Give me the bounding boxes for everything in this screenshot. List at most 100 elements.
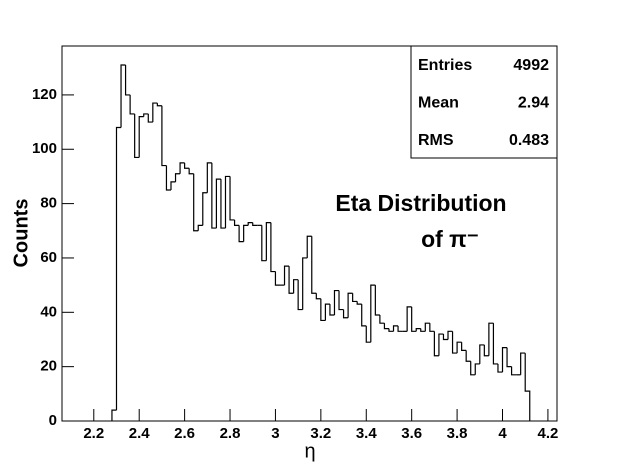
histogram-bin: [120, 64, 126, 128]
histogram-bin: [365, 325, 371, 343]
histogram-bin: [288, 266, 294, 294]
histogram-bin: [138, 116, 144, 158]
histogram-bin: [174, 173, 181, 182]
histogram-bin: [474, 363, 480, 375]
histogram-bin: [470, 361, 476, 376]
histogram-bin: [356, 301, 362, 305]
y-tick-label: 60: [40, 249, 57, 266]
histogram-bin: [510, 366, 517, 376]
histogram-bin: [179, 162, 185, 174]
y-tick-label: 120: [32, 86, 57, 103]
histogram-bin: [479, 344, 485, 364]
histogram-bin: [152, 102, 158, 123]
histogram-bin: [302, 257, 308, 310]
histogram-bin: [406, 306, 412, 332]
histogram-bin: [311, 236, 317, 294]
histogram-bin: [124, 65, 131, 96]
histogram-bin: [293, 279, 299, 294]
histogram-bin: [188, 168, 194, 175]
histogram-bin: [143, 113, 149, 117]
histogram-bin: [483, 344, 489, 357]
histogram-bin: [361, 304, 367, 327]
histogram-bin: [238, 225, 244, 243]
histogram-bin: [229, 176, 235, 221]
stats-value: 2.94: [518, 95, 549, 112]
stats-label: Entries: [418, 57, 472, 74]
histogram-bin: [274, 271, 280, 286]
histogram-bin: [342, 309, 349, 319]
histogram-bin: [465, 350, 471, 362]
histogram-bin: [347, 292, 353, 318]
stats-label: RMS: [418, 132, 454, 149]
histogram-bin: [165, 165, 171, 191]
y-tick-label: 100: [32, 140, 57, 157]
title-line: Eta Distribution: [335, 190, 506, 216]
histogram-bin: [252, 222, 258, 226]
y-axis-label: Counts: [10, 199, 32, 268]
y-tick-label: 80: [40, 195, 57, 212]
histogram-bin: [438, 333, 444, 356]
histogram-bin: [352, 293, 358, 303]
histogram-bin: [193, 173, 199, 232]
histogram-bin: [429, 323, 435, 332]
x-tick-label: 2.2: [83, 425, 104, 442]
histogram-bin: [134, 113, 140, 159]
histogram-bin: [156, 103, 162, 107]
histogram-bin: [420, 328, 426, 332]
x-axis-label: η: [304, 440, 315, 462]
histogram-bin: [211, 162, 217, 229]
histogram-bin: [461, 342, 467, 351]
histogram-bin: [283, 265, 290, 286]
histogram-bin: [233, 219, 240, 226]
histogram-bin: [524, 353, 531, 421]
x-tick-label: 4.2: [537, 425, 558, 442]
histogram-bin: [315, 293, 321, 300]
histogram-bin: [442, 334, 449, 341]
histogram-bin: [506, 347, 512, 368]
histogram-bin: [424, 322, 430, 332]
histogram-bin: [392, 325, 399, 332]
histogram-bin: [338, 290, 344, 311]
x-tick-label: 3.8: [447, 425, 468, 442]
histogram-bin: [115, 126, 122, 411]
histogram-bin: [320, 298, 326, 322]
histogram-bin: [329, 304, 335, 316]
histogram-bin: [202, 192, 208, 226]
histogram-bin: [383, 323, 389, 330]
histogram-bin: [206, 162, 212, 193]
x-tick-label: 3.4: [356, 425, 378, 442]
x-tick-label: 4: [498, 425, 507, 442]
histogram-bin: [111, 409, 117, 421]
histogram-bin: [184, 162, 190, 169]
histogram-bin: [265, 222, 271, 261]
x-tick-label: 3: [271, 425, 279, 442]
title-line: of π⁻: [421, 226, 479, 252]
histogram-bin: [370, 284, 376, 343]
histogram-bin: [197, 224, 203, 231]
stats-value: 0.483: [509, 132, 549, 149]
histogram-bin: [170, 181, 176, 191]
histogram-bin: [451, 331, 458, 354]
stats-box: [410, 45, 558, 159]
histogram-bin: [297, 279, 303, 311]
y-tick-label: 20: [40, 358, 57, 375]
histogram-bin: [261, 225, 267, 262]
histogram-bin: [433, 331, 439, 357]
histogram-bin: [129, 94, 135, 115]
histogram-bin: [333, 289, 340, 316]
histogram-bin: [306, 235, 312, 258]
histogram-bin: [147, 113, 153, 123]
x-tick-label: 2.8: [220, 425, 241, 442]
histogram-bin: [488, 322, 494, 356]
stats-value: 4992: [513, 57, 549, 74]
histogram-bin: [388, 328, 394, 332]
histogram-bin: [497, 363, 503, 373]
stats-label: Mean: [418, 95, 459, 112]
x-tick-label: 3.6: [401, 425, 422, 442]
histogram-bin: [324, 303, 330, 321]
histogram-bin: [379, 315, 385, 324]
histogram-bin: [243, 224, 249, 242]
histogram-bin: [492, 323, 498, 365]
histogram-bin: [161, 105, 167, 167]
